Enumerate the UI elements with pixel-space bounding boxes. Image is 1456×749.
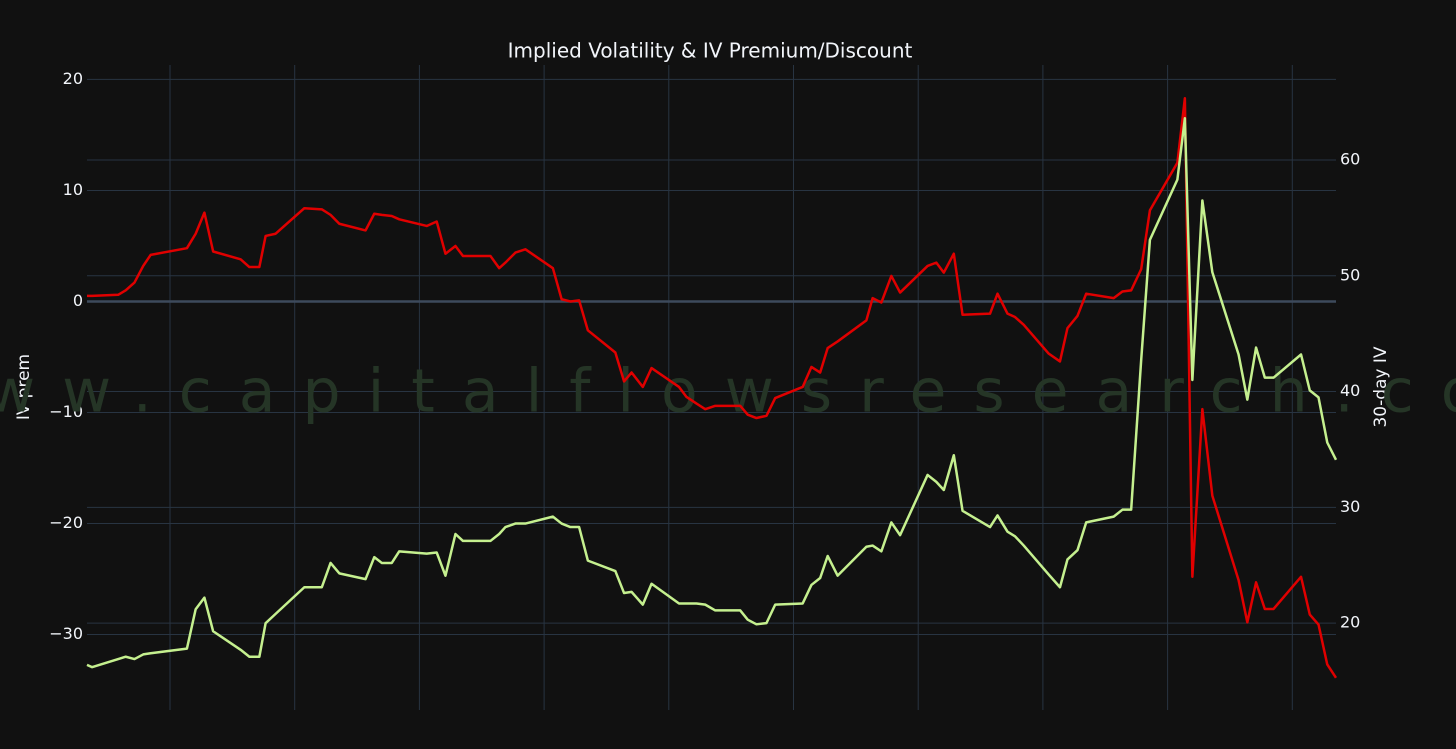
series-line [86,117,1338,669]
y-tick-label: 10 [63,180,83,199]
y2-tick-label: 60 [1340,149,1360,168]
y-tick-label: 0 [73,291,83,310]
y-tick-label: −30 [49,624,83,643]
y2-tick-label: 50 [1340,265,1360,284]
watermark: www.capitalflowsresearch.com [0,357,1456,427]
series-line [87,97,1338,679]
y-tick-label: 20 [63,69,83,88]
grid-layer [87,65,1336,710]
y-axis-title: IV-prem [14,354,34,420]
y2-tick-label: 40 [1340,381,1360,400]
y2-tick-label: 30 [1340,497,1360,516]
y-tick-label: −10 [49,402,83,421]
chart-title: Implied Volatility & IV Premium/Discount [508,39,913,63]
y-tick-label: −20 [49,513,83,532]
y2-axis-title: 30-day IV [1371,346,1391,427]
y2-tick-label: 20 [1340,613,1360,632]
